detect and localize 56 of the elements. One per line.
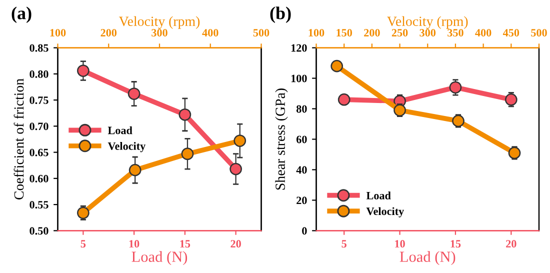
y-tick-label: 0.80 <box>30 70 48 78</box>
point <box>338 93 350 106</box>
x2-tick-label: 500 <box>531 28 547 36</box>
x2-tick-label: 450 <box>502 28 520 36</box>
y-tick-label: 60 <box>296 136 307 144</box>
x-tick-label: 15 <box>180 240 190 248</box>
x2-tick-label: 300 <box>152 28 168 36</box>
x-tick-label: 10 <box>395 240 405 248</box>
x-axis-title: Load (N) <box>400 251 456 266</box>
x2-tick-label: 100 <box>50 28 66 36</box>
x2-tick-label: 200 <box>364 28 380 36</box>
x2-tick-label: 400 <box>475 28 492 36</box>
y-tick-label: 0.85 <box>30 44 48 52</box>
y-tick-label: 0.65 <box>30 148 48 156</box>
x2-axis-title: Velocity (rpm) <box>387 16 468 29</box>
x-tick-label: 20 <box>230 240 241 248</box>
y-tick-label: 0.75 <box>30 96 48 104</box>
x-axis-title: Load (N) <box>132 251 188 266</box>
x2-tick-label: 400 <box>202 28 218 36</box>
legend-label: Velocity <box>108 142 146 152</box>
x2-tick-label: 250 <box>392 28 408 36</box>
x2-tick-label: 300 <box>420 28 436 36</box>
y-tick-label: 100 <box>291 74 307 82</box>
y-tick-label: 0.50 <box>30 227 48 235</box>
y-tick-label: 0.60 <box>30 174 48 182</box>
x-tick-label: 20 <box>506 240 516 248</box>
chart-title: (a) <box>12 6 32 23</box>
point <box>449 81 462 94</box>
chart-title: (b) <box>270 6 291 23</box>
x-tick-label: 15 <box>450 240 461 248</box>
point <box>128 88 140 100</box>
y-tick-label: 0.70 <box>30 122 48 130</box>
x-tick-label: 5 <box>342 240 346 248</box>
point <box>77 64 90 77</box>
legend-label: Load <box>366 192 391 200</box>
point <box>178 108 192 121</box>
x2-tick-label: 350 <box>448 28 464 36</box>
x2-tick-label: 500 <box>253 28 270 36</box>
y-tick-label: 40 <box>296 166 307 174</box>
y-tick-label: 20 <box>296 196 307 204</box>
x2-axis-title: Velocity (rpm) <box>118 16 200 29</box>
x2-tick-label: 200 <box>100 28 117 36</box>
y-axis-title: Coefficient of friction <box>14 78 24 200</box>
legend-label: Velocity <box>366 207 404 218</box>
point <box>504 93 518 106</box>
x-tick-label: 10 <box>129 240 140 248</box>
y-axis-title: Shear stress (GPa) <box>275 88 288 190</box>
legend-label: Load <box>108 126 132 134</box>
y-tick-label: 0.55 <box>30 201 48 209</box>
y-tick-label: 120 <box>291 44 307 52</box>
x2-tick-label: 100 <box>308 28 324 36</box>
y-tick-label: 80 <box>296 105 307 113</box>
y-tick-label: 0 <box>302 227 307 235</box>
x-tick-label: 5 <box>80 240 86 248</box>
point <box>230 162 242 176</box>
x2-tick-label: 150 <box>336 28 352 36</box>
